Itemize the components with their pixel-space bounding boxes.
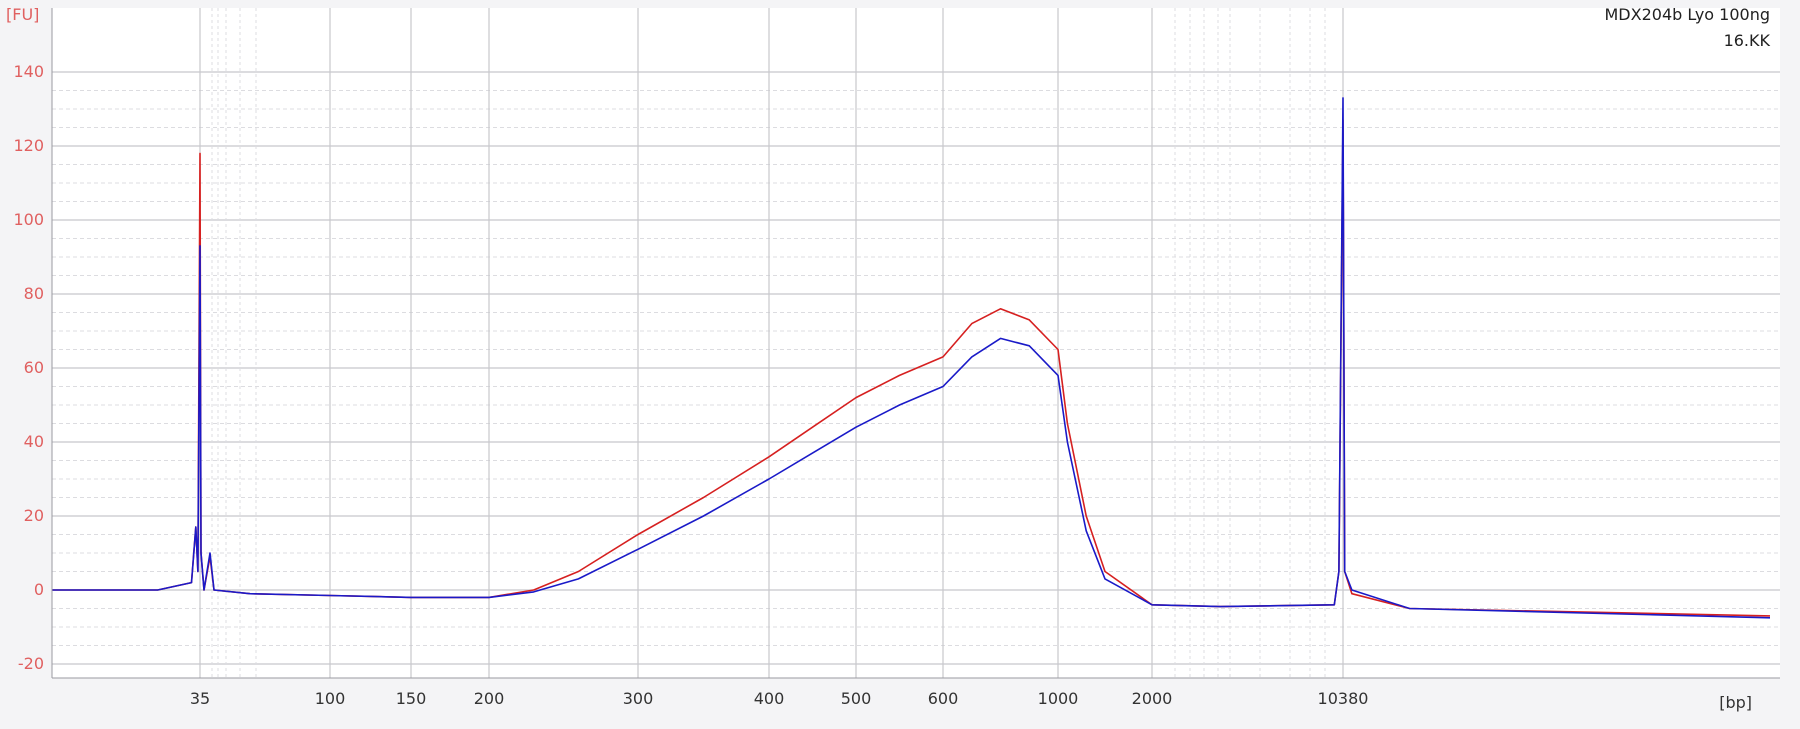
y-tick-label: -20: [18, 654, 44, 673]
series-line-blue: [52, 97, 1771, 619]
x-tick-labels: 35 100 150 200 300 400 500 600 1000 2000 10380: [190, 689, 1369, 708]
x-tick-label: 1000: [1038, 689, 1079, 708]
x-tick-label: 100: [315, 689, 346, 708]
sample-name: MDX204b Lyo 100ng: [1605, 5, 1771, 24]
y-tick-label: 0: [34, 580, 44, 599]
x-tick-label: 150: [396, 689, 427, 708]
x-tick-label: 400: [754, 689, 785, 708]
sample-subtitle: 16.KK: [1724, 31, 1771, 50]
y-tick-label: 40: [24, 432, 44, 451]
x-tick-label: 600: [928, 689, 959, 708]
x-tick-label: 200: [474, 689, 505, 708]
x-tick-label: 10380: [1318, 689, 1369, 708]
axes: [51, 8, 1780, 679]
plot-area: [52, 8, 1780, 678]
y-axis-label: [FU]: [6, 5, 39, 24]
y-tick-labels: 140 120 100 80 60 40 20 0 -20: [13, 62, 44, 673]
grid-lines: [52, 8, 1780, 678]
series-layer: [52, 97, 1771, 619]
y-tick-label: 120: [13, 136, 44, 155]
y-tick-label: 140: [13, 62, 44, 81]
x-tick-label: 300: [623, 689, 654, 708]
x-axis-label: [bp]: [1719, 693, 1752, 712]
x-tick-label: 35: [190, 689, 210, 708]
y-tick-label: 100: [13, 210, 44, 229]
y-tick-label: 20: [24, 506, 44, 525]
y-tick-label: 60: [24, 358, 44, 377]
x-tick-label: 2000: [1132, 689, 1173, 708]
y-tick-label: 80: [24, 284, 44, 303]
x-tick-label: 500: [841, 689, 872, 708]
